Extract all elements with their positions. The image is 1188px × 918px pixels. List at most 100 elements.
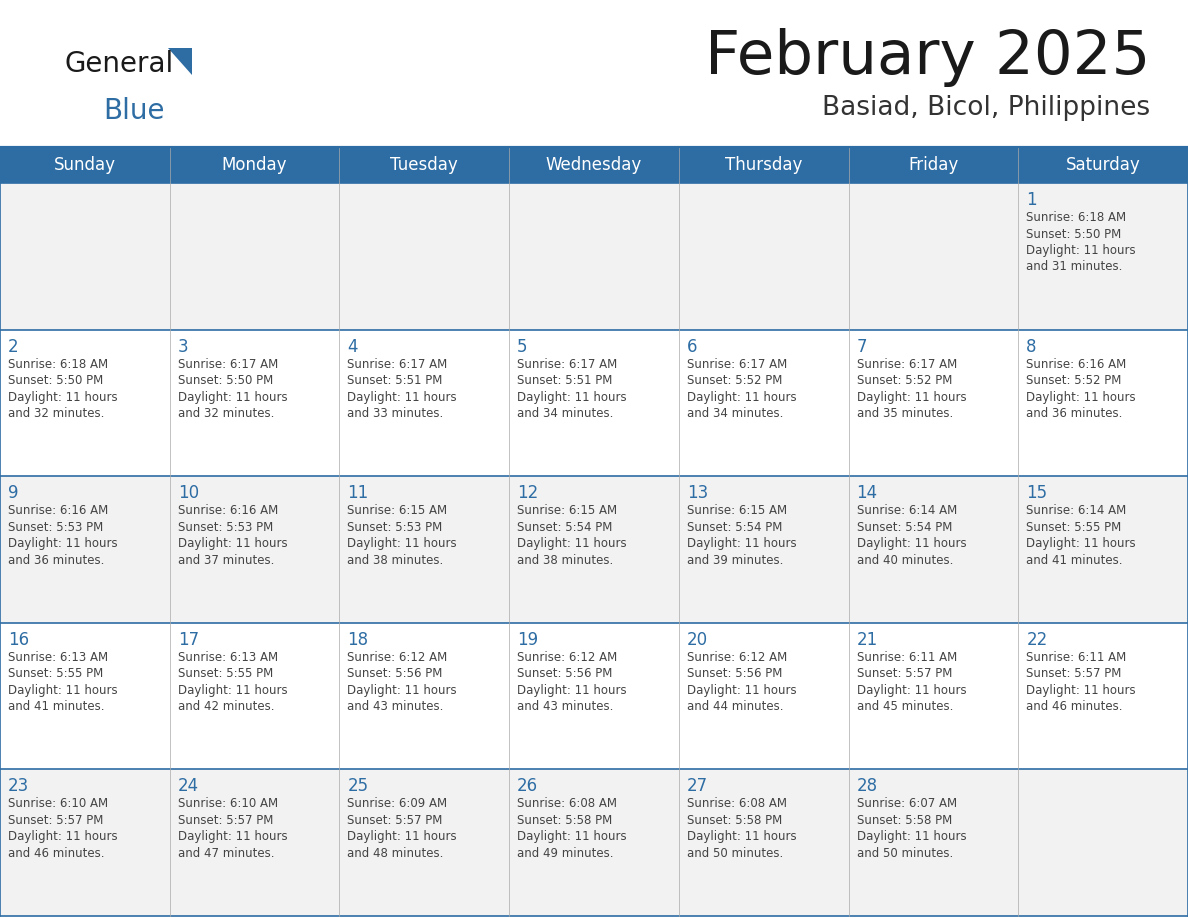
- Bar: [340, 622, 510, 769]
- Text: Daylight: 11 hours: Daylight: 11 hours: [857, 537, 966, 550]
- Text: 18: 18: [347, 631, 368, 649]
- Text: Daylight: 11 hours: Daylight: 11 hours: [687, 390, 796, 404]
- Text: and 43 minutes.: and 43 minutes.: [347, 700, 444, 713]
- Bar: [0, 148, 1188, 183]
- Text: Sunset: 5:57 PM: Sunset: 5:57 PM: [8, 814, 103, 827]
- Text: Sunset: 5:54 PM: Sunset: 5:54 PM: [687, 521, 782, 533]
- Text: Daylight: 11 hours: Daylight: 11 hours: [687, 537, 796, 550]
- Text: Daylight: 11 hours: Daylight: 11 hours: [857, 684, 966, 697]
- Bar: [1018, 183, 1188, 330]
- Text: 26: 26: [517, 778, 538, 795]
- Text: Daylight: 11 hours: Daylight: 11 hours: [347, 831, 457, 844]
- Text: Sunset: 5:54 PM: Sunset: 5:54 PM: [857, 521, 952, 533]
- Bar: [510, 330, 678, 476]
- Text: Sunrise: 6:11 AM: Sunrise: 6:11 AM: [857, 651, 956, 664]
- Text: Sunset: 5:54 PM: Sunset: 5:54 PM: [517, 521, 613, 533]
- Text: 4: 4: [347, 338, 358, 355]
- Text: 1: 1: [1026, 191, 1037, 209]
- Text: 28: 28: [857, 778, 878, 795]
- Text: Daylight: 11 hours: Daylight: 11 hours: [517, 684, 627, 697]
- Bar: [0, 622, 170, 769]
- Text: Sunrise: 6:08 AM: Sunrise: 6:08 AM: [517, 798, 617, 811]
- Text: Daylight: 11 hours: Daylight: 11 hours: [857, 831, 966, 844]
- Text: and 36 minutes.: and 36 minutes.: [8, 554, 105, 566]
- Text: 21: 21: [857, 631, 878, 649]
- Bar: [848, 330, 1018, 476]
- Text: 10: 10: [178, 484, 198, 502]
- Text: 17: 17: [178, 631, 198, 649]
- Text: and 34 minutes.: and 34 minutes.: [687, 407, 783, 420]
- Text: and 46 minutes.: and 46 minutes.: [8, 847, 105, 860]
- Text: and 50 minutes.: and 50 minutes.: [687, 847, 783, 860]
- Text: Wednesday: Wednesday: [545, 156, 643, 174]
- Text: Daylight: 11 hours: Daylight: 11 hours: [8, 831, 118, 844]
- Text: 6: 6: [687, 338, 697, 355]
- Text: and 43 minutes.: and 43 minutes.: [517, 700, 613, 713]
- Text: Sunrise: 6:16 AM: Sunrise: 6:16 AM: [8, 504, 108, 517]
- Text: Sunset: 5:56 PM: Sunset: 5:56 PM: [517, 667, 613, 680]
- Text: Sunrise: 6:17 AM: Sunrise: 6:17 AM: [347, 358, 448, 371]
- Text: 3: 3: [178, 338, 189, 355]
- Text: Daylight: 11 hours: Daylight: 11 hours: [347, 684, 457, 697]
- Text: Daylight: 11 hours: Daylight: 11 hours: [517, 390, 627, 404]
- Text: Daylight: 11 hours: Daylight: 11 hours: [178, 684, 287, 697]
- Bar: [848, 183, 1018, 330]
- Text: 9: 9: [8, 484, 19, 502]
- Text: Sunrise: 6:14 AM: Sunrise: 6:14 AM: [1026, 504, 1126, 517]
- Bar: [678, 183, 848, 330]
- Text: Sunset: 5:57 PM: Sunset: 5:57 PM: [1026, 667, 1121, 680]
- Text: Sunrise: 6:07 AM: Sunrise: 6:07 AM: [857, 798, 956, 811]
- Text: Sunrise: 6:17 AM: Sunrise: 6:17 AM: [857, 358, 956, 371]
- Text: Sunrise: 6:16 AM: Sunrise: 6:16 AM: [178, 504, 278, 517]
- Text: and 42 minutes.: and 42 minutes.: [178, 700, 274, 713]
- Text: Daylight: 11 hours: Daylight: 11 hours: [687, 831, 796, 844]
- Text: Sunrise: 6:12 AM: Sunrise: 6:12 AM: [517, 651, 618, 664]
- Text: Sunday: Sunday: [53, 156, 116, 174]
- Text: and 35 minutes.: and 35 minutes.: [857, 407, 953, 420]
- Text: and 45 minutes.: and 45 minutes.: [857, 700, 953, 713]
- Text: Sunset: 5:55 PM: Sunset: 5:55 PM: [178, 667, 273, 680]
- Text: 27: 27: [687, 778, 708, 795]
- Text: Daylight: 11 hours: Daylight: 11 hours: [857, 390, 966, 404]
- Text: Daylight: 11 hours: Daylight: 11 hours: [8, 390, 118, 404]
- Text: Daylight: 11 hours: Daylight: 11 hours: [178, 831, 287, 844]
- Text: Sunrise: 6:12 AM: Sunrise: 6:12 AM: [687, 651, 788, 664]
- Bar: [170, 769, 340, 916]
- Text: Blue: Blue: [103, 97, 164, 125]
- Text: Sunset: 5:58 PM: Sunset: 5:58 PM: [857, 814, 952, 827]
- Text: Daylight: 11 hours: Daylight: 11 hours: [1026, 244, 1136, 257]
- Text: Sunset: 5:53 PM: Sunset: 5:53 PM: [347, 521, 443, 533]
- Text: Sunset: 5:53 PM: Sunset: 5:53 PM: [178, 521, 273, 533]
- Polygon shape: [168, 48, 192, 75]
- Text: and 41 minutes.: and 41 minutes.: [8, 700, 105, 713]
- Text: and 32 minutes.: and 32 minutes.: [8, 407, 105, 420]
- Text: 14: 14: [857, 484, 878, 502]
- Text: Sunset: 5:58 PM: Sunset: 5:58 PM: [687, 814, 782, 827]
- Text: Friday: Friday: [909, 156, 959, 174]
- Text: and 34 minutes.: and 34 minutes.: [517, 407, 613, 420]
- Text: Daylight: 11 hours: Daylight: 11 hours: [1026, 390, 1136, 404]
- Text: February 2025: February 2025: [704, 28, 1150, 87]
- Text: Daylight: 11 hours: Daylight: 11 hours: [178, 390, 287, 404]
- Text: Sunrise: 6:12 AM: Sunrise: 6:12 AM: [347, 651, 448, 664]
- Text: 25: 25: [347, 778, 368, 795]
- Bar: [678, 769, 848, 916]
- Text: Sunset: 5:50 PM: Sunset: 5:50 PM: [178, 375, 273, 387]
- Text: and 38 minutes.: and 38 minutes.: [347, 554, 443, 566]
- Text: Daylight: 11 hours: Daylight: 11 hours: [347, 537, 457, 550]
- Text: Sunset: 5:52 PM: Sunset: 5:52 PM: [687, 375, 782, 387]
- Text: Sunset: 5:55 PM: Sunset: 5:55 PM: [8, 667, 103, 680]
- Bar: [0, 476, 170, 622]
- Text: Sunrise: 6:13 AM: Sunrise: 6:13 AM: [8, 651, 108, 664]
- Text: 19: 19: [517, 631, 538, 649]
- Text: Daylight: 11 hours: Daylight: 11 hours: [687, 684, 796, 697]
- Text: Sunset: 5:52 PM: Sunset: 5:52 PM: [857, 375, 952, 387]
- Text: 5: 5: [517, 338, 527, 355]
- Text: Sunrise: 6:15 AM: Sunrise: 6:15 AM: [517, 504, 618, 517]
- Text: Sunrise: 6:09 AM: Sunrise: 6:09 AM: [347, 798, 448, 811]
- Text: Sunset: 5:55 PM: Sunset: 5:55 PM: [1026, 521, 1121, 533]
- Text: Sunrise: 6:10 AM: Sunrise: 6:10 AM: [178, 798, 278, 811]
- Text: 22: 22: [1026, 631, 1048, 649]
- Text: Sunset: 5:51 PM: Sunset: 5:51 PM: [347, 375, 443, 387]
- Bar: [170, 183, 340, 330]
